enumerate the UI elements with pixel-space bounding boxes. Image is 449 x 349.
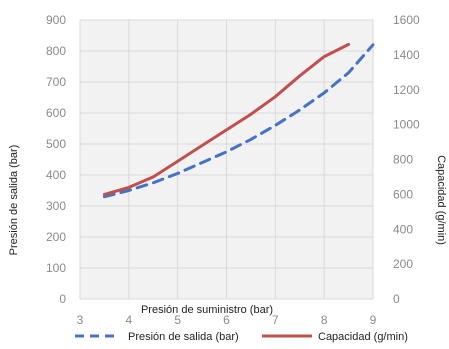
x-tick-label: 5 (174, 313, 181, 327)
y-tick-label-right: 1400 (393, 48, 420, 62)
series-line-presion-salida (102, 43, 375, 199)
legend: Presión de salida (bar) Capacidad (g/min… (75, 331, 408, 343)
y-tick-label-right: 1200 (393, 83, 420, 97)
legend-label-presion: Presión de salida (bar) (128, 331, 239, 343)
y-tick-label-right: 0 (393, 292, 400, 306)
y-tick-label-left: 200 (46, 230, 66, 244)
legend-label-capacidad: Capacidad (g/min) (318, 331, 408, 343)
y-tick-label-left: 900 (46, 13, 66, 27)
x-tick-label: 6 (223, 313, 230, 327)
y-tick-label-right: 200 (393, 257, 413, 271)
x-axis-label: Presión de suministro (bar) (141, 304, 273, 316)
series-line-capacidad (102, 42, 351, 196)
y-tick-label-right: 800 (393, 153, 413, 167)
y-tick-label-left: 300 (46, 199, 66, 213)
tick-layer: 0 100 200 300 400 500 600 700 800 900 3 4 5 6 7 8 9 0 200 4… (46, 13, 420, 327)
x-tick-label: 3 (77, 313, 84, 327)
y-tick-label-left: 600 (46, 106, 66, 120)
y-tick-label-right: 600 (393, 187, 413, 201)
y-tick-label-right: 1600 (393, 13, 420, 27)
x-tick-label: 4 (125, 313, 132, 327)
grid-layer (79, 19, 374, 300)
x-tick-label: 9 (370, 313, 377, 327)
x-tick-label: 7 (272, 313, 279, 327)
y-tick-label-left: 400 (46, 168, 66, 182)
y-tick-label-right: 1000 (393, 118, 420, 132)
y-tick-label-left: 700 (46, 75, 66, 89)
x-tick-label: 8 (321, 313, 328, 327)
y-axis-label-right: Capacidad (g/min) (435, 155, 447, 245)
y-tick-label-right: 400 (393, 222, 413, 236)
y-tick-label-left: 0 (59, 292, 66, 306)
y-axis-label-left: Presión de salida (bar) (8, 145, 20, 256)
y-tick-label-left: 500 (46, 137, 66, 151)
y-tick-label-left: 100 (46, 261, 66, 275)
series-layer (102, 42, 375, 199)
y-tick-label-left: 800 (46, 44, 66, 58)
